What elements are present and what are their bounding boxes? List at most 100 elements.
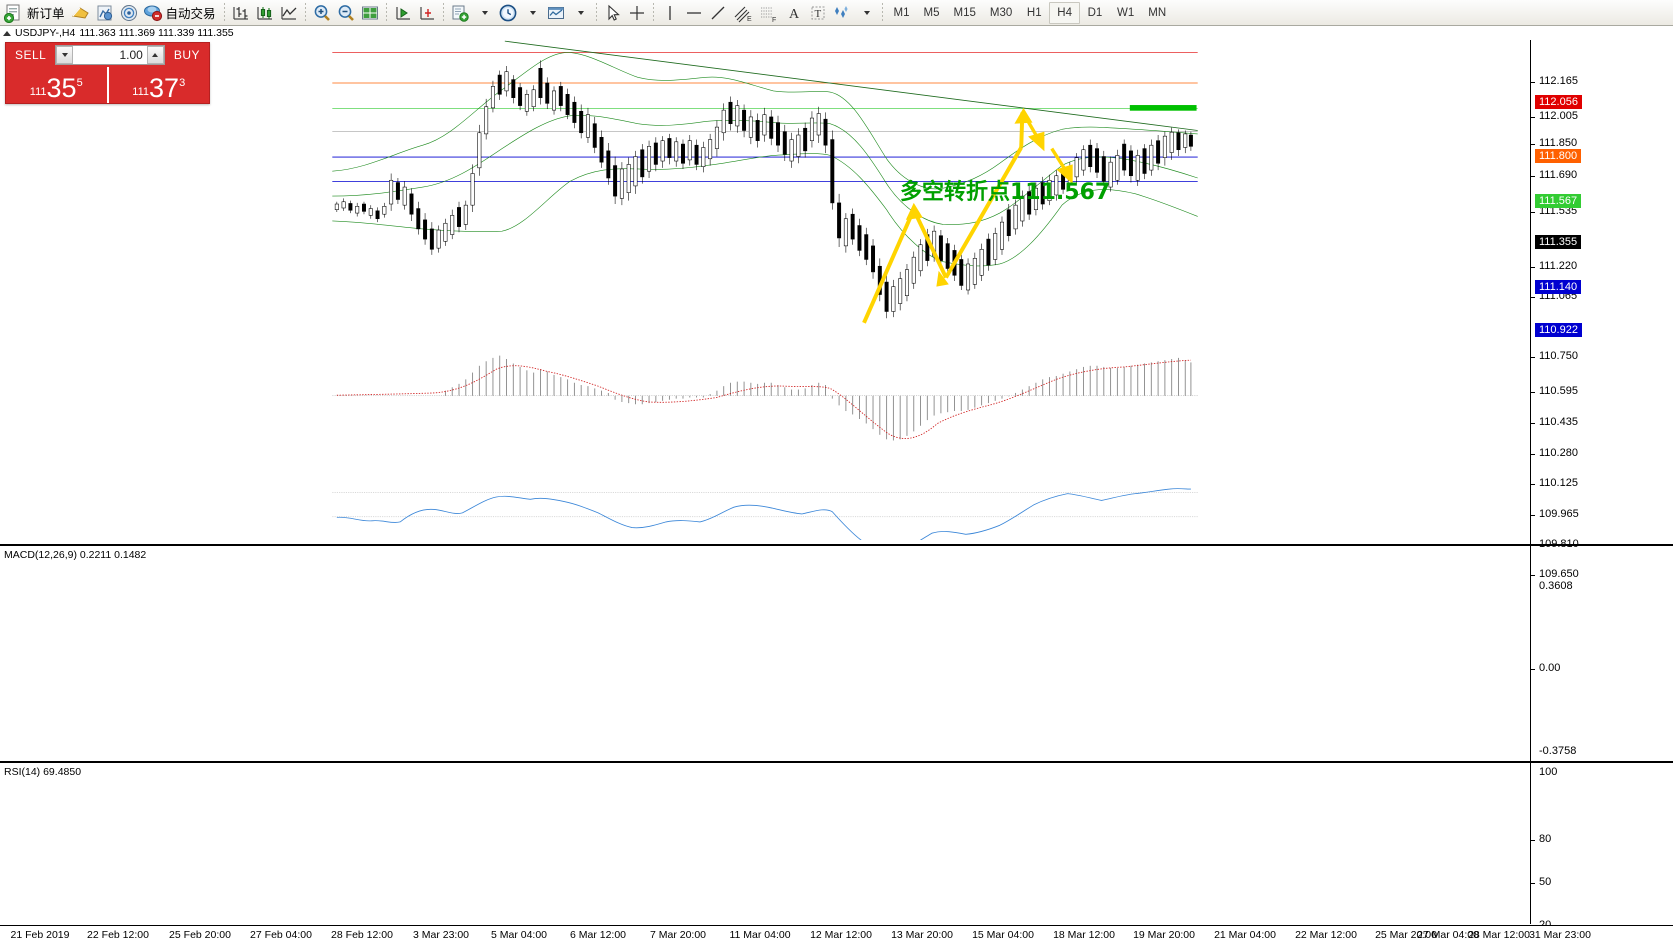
macd-indicator-label[interactable]: MACD(12,26,9) 0.2211 0.1482	[4, 549, 147, 561]
templates-icon[interactable]	[544, 1, 568, 25]
vertical-line-icon[interactable]	[658, 1, 682, 25]
timeframe-m1[interactable]: M1	[893, 6, 910, 19]
bar-chart-icon[interactable]	[229, 1, 253, 25]
axis-tick	[1531, 357, 1535, 358]
axis-label: 110.125	[1539, 477, 1578, 489]
horizontal-line-icon[interactable]	[682, 1, 706, 25]
projection-arrows	[1022, 112, 1073, 185]
rsi-axis-label: 50	[1539, 876, 1552, 888]
chart-collapse-icon[interactable]	[3, 30, 11, 36]
autoscroll-icon[interactable]	[391, 1, 415, 25]
time-label: 21 Mar 04:00	[1214, 929, 1276, 941]
candlestick-series	[334, 60, 1193, 319]
time-label: 25 Feb 20:00	[169, 929, 231, 941]
tile-windows-icon[interactable]	[358, 1, 382, 25]
new-order-icon[interactable]	[2, 1, 26, 25]
axis-tick	[1531, 575, 1535, 576]
time-axis[interactable]: 21 Feb 2019 22 Feb 12:00 25 Feb 20:00 27…	[0, 925, 1673, 947]
templates-dropdown-icon[interactable]	[568, 1, 592, 25]
period-icon[interactable]	[496, 1, 520, 25]
timeframe-m15[interactable]: M15	[953, 6, 976, 19]
crosshair-icon[interactable]	[625, 1, 649, 25]
timeframe-h4[interactable]: H4	[1049, 1, 1080, 24]
indicators-icon[interactable]	[69, 1, 93, 25]
chart-annotation-label: 多空转折点111.567	[900, 180, 1111, 205]
chart-area[interactable]: 多空转折点111.567 112.165 112.005 111.850 111…	[0, 40, 1673, 931]
time-label: 27 Mar 04:00	[1417, 929, 1479, 941]
toolbar-separator	[595, 2, 597, 23]
time-label: 15 Mar 04:00	[972, 929, 1034, 941]
volume-stepper[interactable]: 1.00	[55, 45, 165, 65]
chart-shift-icon[interactable]	[415, 1, 439, 25]
volume-increment-icon[interactable]	[146, 46, 164, 64]
chart-ohlc-label: 111.363 111.369 111.339 111.355	[79, 27, 234, 39]
period-dropdown-icon[interactable]	[520, 1, 544, 25]
macd-histogram	[444, 355, 1192, 441]
volume-decrement-icon[interactable]	[56, 46, 74, 64]
buy-price-prefix: 111	[132, 86, 150, 98]
text-label-icon[interactable]: T	[806, 1, 830, 25]
timeframe-d1[interactable]: D1	[1087, 6, 1103, 19]
bollinger-middle	[332, 115, 1198, 225]
toolbar-separator	[881, 2, 883, 23]
axis-tick	[1531, 267, 1535, 268]
forecast-arrows	[862, 112, 1025, 324]
indicator-list-icon[interactable]	[448, 1, 472, 25]
indicator-list-dropdown-icon[interactable]	[472, 1, 496, 25]
time-label: 22 Mar 12:00	[1295, 929, 1357, 941]
axis-tick	[1531, 176, 1535, 177]
highlight-zone-111567	[1129, 105, 1197, 111]
time-label: 31 Mar 23:00	[1529, 929, 1591, 941]
price-chart-canvas[interactable]	[0, 40, 1530, 540]
shapes-dropdown-icon[interactable]	[854, 1, 878, 25]
bollinger-lower	[332, 153, 1198, 267]
rsi-line	[336, 488, 1191, 540]
macd-axis-label: -0.3758	[1539, 745, 1577, 757]
buy-price-button[interactable]: 111 37 3	[109, 67, 210, 103]
candlestick-chart-icon[interactable]	[253, 1, 277, 25]
timeframe-h1[interactable]: H1	[1026, 6, 1042, 19]
price-axis[interactable]: 112.165 112.005 111.850 111.690 111.535 …	[1530, 40, 1673, 931]
buy-label[interactable]: BUY	[173, 48, 200, 62]
cursor-icon[interactable]	[601, 1, 625, 25]
level-badge-111800[interactable]: 111.800	[1535, 149, 1582, 163]
signals-icon[interactable]	[117, 1, 141, 25]
one-click-trading-panel[interactable]: SELL 1.00 BUY 111 35 5 111 37 3	[5, 42, 210, 104]
autotrading-button[interactable]: 自动交易	[165, 7, 216, 21]
time-label: 19 Mar 20:00	[1133, 929, 1195, 941]
timeframe-w1[interactable]: W1	[1116, 6, 1135, 19]
trendline-icon[interactable]	[706, 1, 730, 25]
level-badge-110922[interactable]: 110.922	[1535, 323, 1582, 337]
new-order-button[interactable]: 新订单	[27, 7, 65, 21]
time-label: 28 Mar 12:00	[1468, 929, 1530, 941]
zoom-in-icon[interactable]	[310, 1, 334, 25]
sell-price-button[interactable]: 111 35 5	[6, 67, 109, 103]
macd-signal-line	[336, 359, 1191, 439]
axis-label: 109.650	[1539, 568, 1579, 580]
volume-input[interactable]: 1.00	[119, 48, 143, 62]
rsi-axis-label: 100	[1539, 766, 1558, 778]
fibonacci-icon[interactable]: F	[756, 1, 782, 25]
svg-text:E: E	[747, 16, 752, 23]
downtrend-line	[504, 40, 1198, 131]
rsi-indicator-label[interactable]: RSI(14) 69.4850	[4, 766, 82, 778]
text-icon[interactable]: A	[782, 1, 806, 25]
timeframe-m5[interactable]: M5	[923, 6, 940, 19]
level-badge-111140[interactable]: 111.140	[1535, 280, 1582, 294]
sell-price-prefix: 111	[29, 86, 47, 98]
shapes-icon[interactable]	[830, 1, 854, 25]
level-badge-112056[interactable]: 112.056	[1535, 95, 1582, 109]
timeframe-mn[interactable]: MN	[1148, 6, 1167, 19]
timeframe-m30[interactable]: M30	[989, 6, 1013, 19]
zoom-out-icon[interactable]	[334, 1, 358, 25]
data-window-icon[interactable]	[93, 1, 117, 25]
axis-tick	[1531, 144, 1535, 145]
level-badge-111567[interactable]: 111.567	[1535, 194, 1582, 208]
autotrading-icon[interactable]	[141, 1, 165, 25]
one-click-prices: 111 35 5 111 37 3	[6, 67, 209, 103]
sell-label[interactable]: SELL	[15, 48, 47, 62]
macd-subwindow	[332, 355, 1198, 441]
time-label: 22 Feb 12:00	[87, 929, 149, 941]
equidistant-channel-icon[interactable]: E	[730, 1, 756, 25]
line-chart-icon[interactable]	[277, 1, 301, 25]
